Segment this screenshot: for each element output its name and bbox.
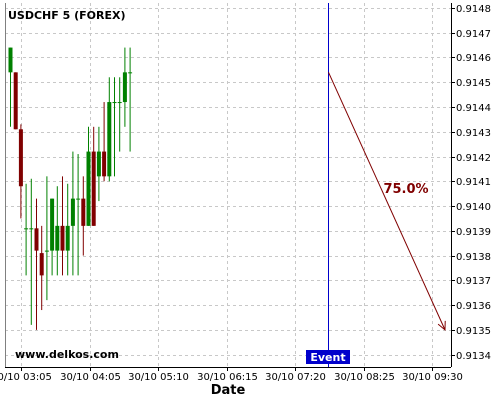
x-tick-label: 30/10 07:20 [265,372,326,383]
candle-body [39,253,44,276]
y-tick-label: 0.9144 [456,103,491,114]
projection-percent-label: 75.0% [383,182,428,197]
candle-body [76,198,81,200]
chart-title: USDCHF 5 (FOREX) [8,9,125,22]
candle [107,77,112,182]
candle-body [91,151,96,226]
candle [13,72,18,130]
candle [81,176,86,256]
candle-body [122,72,127,103]
y-tick-label: 0.9138 [456,252,491,263]
x-axis-ticks: 30/10 03:05 30/10 04:05 30/10 05:10 30/10 0… [0,367,463,383]
y-tick-label: 0.9139 [456,227,491,238]
candle-body [107,102,112,177]
y-tick-label: 0.9140 [456,202,491,213]
candle-body [112,102,117,104]
watermark: www.delkos.com [15,348,119,361]
event-label: Event [310,351,345,364]
y-tick-label: 0.9142 [456,153,491,164]
candle-body [13,72,18,130]
candle [76,154,81,276]
candle [117,77,122,152]
y-tick-label: 0.9146 [456,53,491,64]
candle [29,178,34,325]
candle-body [24,228,29,230]
candle-body [44,250,49,252]
candle-body [8,47,13,73]
projection-line [328,72,446,331]
y-tick-label: 0.9135 [456,326,491,337]
candle-body [55,225,60,251]
candle-body [29,228,34,230]
projection: 75.0% [328,72,446,331]
x-tick-label: 30/10 06:15 [197,372,258,383]
candle-body [96,151,101,177]
y-tick-label: 0.9136 [456,301,491,312]
candle [60,176,65,276]
y-tick-label: 0.9134 [456,351,491,362]
candle-body [102,151,107,177]
candle [128,47,133,152]
candle [96,126,101,202]
projection-arrowhead [437,320,446,331]
candle [86,126,91,226]
x-tick-label: 30/10 08:25 [334,372,395,383]
candle-body [70,198,75,226]
candle [18,124,23,219]
y-tick-label: 0.9143 [456,128,491,139]
candle-body [50,198,55,251]
candles [8,47,133,330]
x-tick-label: 30/10 09:30 [402,372,463,383]
y-tick-label: 0.9145 [456,78,491,89]
candle [8,47,13,127]
y-tick-label: 0.9147 [456,29,491,40]
candle-body [128,72,133,74]
candle [55,186,60,276]
candle [91,126,96,226]
y-tick-label: 0.9137 [456,276,491,287]
candle [24,183,29,276]
candle-body [117,102,122,104]
candle-body [81,198,86,226]
x-tick-label: 30/10 05:10 [128,372,189,383]
event-marker: Event [306,3,350,367]
y-axis-ticks: 0.9134 0.9135 0.9136 0.9137 0.9138 0.9139 0.91… [451,4,491,362]
candle [122,47,127,127]
candle [44,176,49,301]
candle [70,151,75,276]
candle [65,183,70,276]
x-tick-label: 30/10 03:05 [0,372,52,383]
candle-body [60,225,65,251]
candle [50,198,55,276]
y-tick-label: 0.9141 [456,177,491,188]
y-tick-label: 0.9148 [456,4,491,15]
x-tick-label: 30/10 04:05 [60,372,121,383]
candle [112,77,117,177]
candle-body [65,225,70,251]
x-axis-label: Date [211,383,246,398]
candle [34,198,39,330]
event-label-box [306,350,350,364]
candle [102,102,107,182]
candle-body [18,129,23,187]
candle-body [86,151,91,226]
candle [39,225,44,311]
candle-body [34,228,39,251]
